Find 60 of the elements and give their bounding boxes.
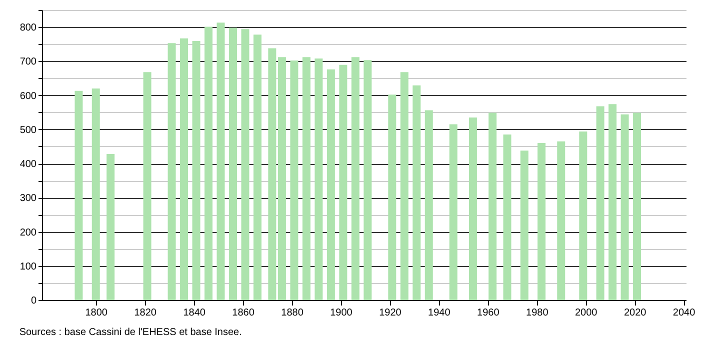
bar — [268, 48, 276, 300]
bar — [488, 112, 497, 300]
bar — [180, 38, 188, 300]
bar — [290, 60, 298, 300]
bar — [364, 60, 372, 300]
x-tick-label: 1900 — [330, 308, 353, 318]
x-tick-label: 1980 — [526, 308, 549, 318]
bar — [351, 57, 360, 300]
bar — [579, 131, 588, 300]
x-tick-label: 1920 — [379, 308, 402, 318]
bar — [92, 88, 100, 300]
x-tick-label: 1960 — [477, 308, 500, 318]
bar — [74, 90, 83, 300]
y-tick-label: 300 — [20, 193, 37, 204]
bar — [204, 26, 213, 300]
y-tick-label: 0 — [30, 296, 37, 306]
y-tick-label: 700 — [20, 56, 37, 68]
bar — [538, 143, 546, 300]
bar — [339, 64, 348, 300]
x-tick-label: 1860 — [232, 308, 255, 318]
bar — [143, 72, 152, 300]
bar — [302, 57, 310, 300]
x-tick-label: 1840 — [183, 308, 206, 318]
x-tick-label: 1940 — [428, 308, 451, 318]
bar — [412, 85, 421, 300]
bar — [388, 94, 396, 300]
bar — [106, 154, 115, 300]
source-note: Sources : base Cassini de l'EHESS et base Insee. — [19, 327, 242, 338]
bar — [314, 58, 323, 300]
bar — [449, 124, 458, 300]
y-tick-label: 500 — [20, 124, 37, 136]
bar — [400, 72, 408, 300]
y-tick-label: 200 — [20, 227, 37, 238]
bar — [241, 29, 250, 300]
y-tick-label: 100 — [20, 261, 37, 272]
y-tick-label: 800 — [20, 22, 37, 34]
x-tick-label: 2040 — [672, 308, 696, 318]
bar — [620, 114, 629, 300]
x-tick-label: 1820 — [134, 308, 157, 318]
x-tick-label: 2020 — [624, 308, 647, 318]
bar — [557, 141, 566, 300]
bar — [228, 28, 237, 300]
x-tick-label: 1800 — [85, 308, 108, 318]
bar — [503, 134, 512, 300]
bar — [633, 112, 642, 300]
bar — [192, 41, 200, 300]
y-tick-label: 600 — [20, 90, 37, 102]
bar — [326, 69, 335, 300]
bar — [216, 22, 225, 300]
x-tick-label: 2000 — [574, 308, 598, 318]
x-tick-label: 1880 — [281, 308, 304, 318]
bar — [253, 34, 262, 300]
bar — [278, 57, 286, 300]
bar — [520, 150, 528, 300]
bar — [424, 110, 433, 300]
bar — [168, 43, 176, 300]
bar — [468, 117, 477, 300]
y-tick-label: 400 — [20, 159, 37, 170]
bar — [608, 104, 617, 300]
bar — [596, 106, 604, 300]
